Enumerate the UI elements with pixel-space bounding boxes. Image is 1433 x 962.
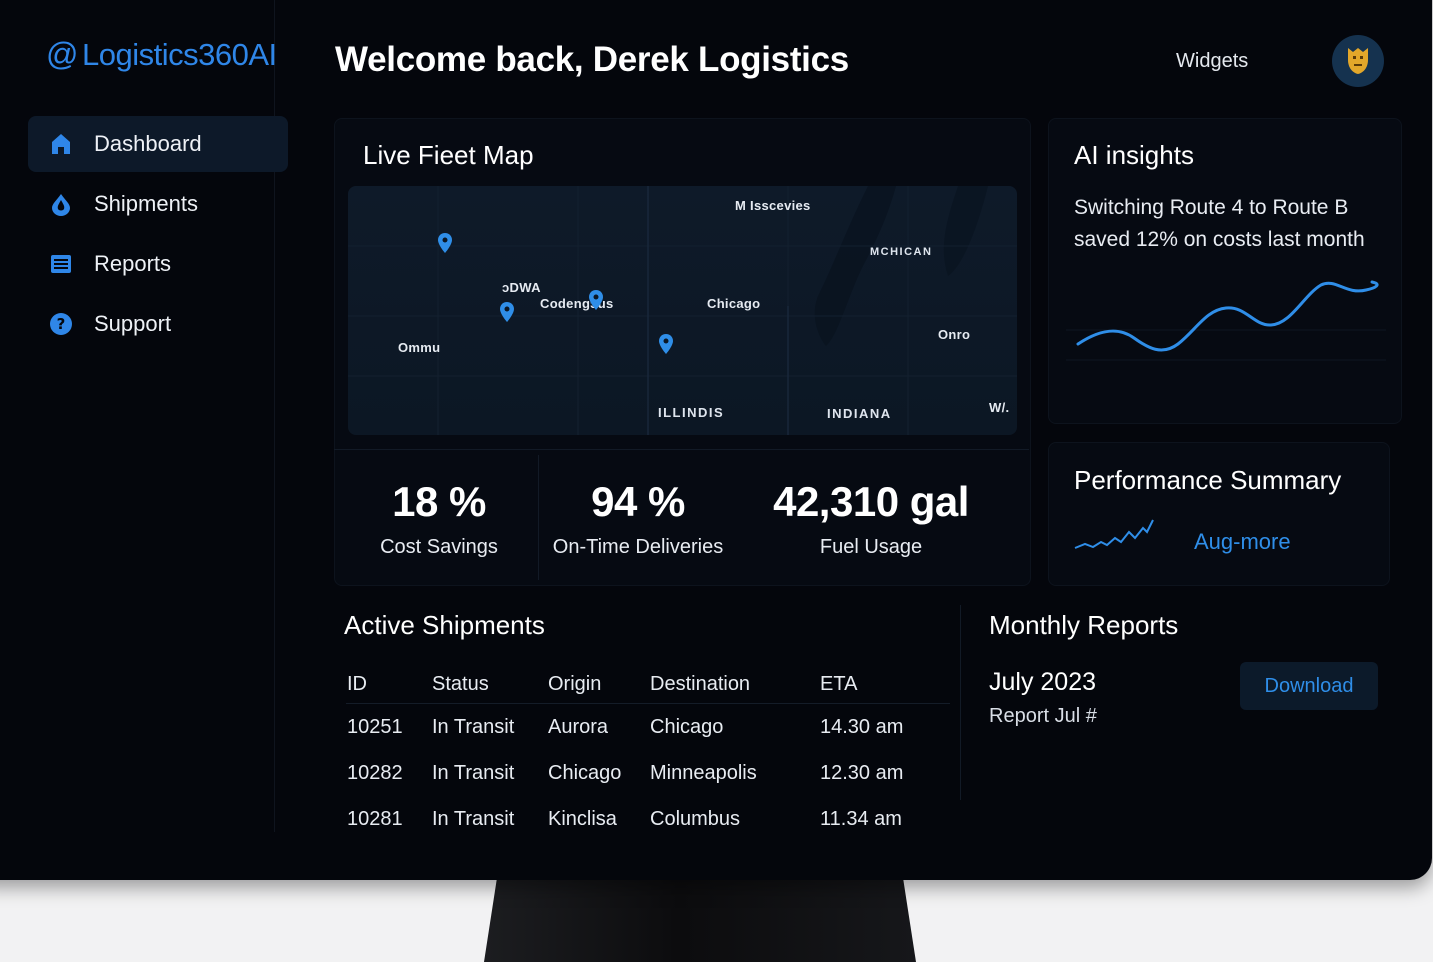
stats-divider [334,449,1029,450]
map-label-michigan: MCHICAN [870,246,933,258]
stat-label: Cost Savings [380,536,498,558]
map-label-iowa: ɔDWA [502,280,541,295]
performance-sparkline [1074,519,1154,549]
stat-cost-savings: 18 % Cost Savings [344,478,534,559]
stats-divider [538,455,539,580]
sidebar-item-dashboard[interactable]: Dashboard [28,116,288,172]
cell-eta: 14.30 am [820,715,904,738]
table-header-divider [346,703,950,704]
help-icon: ? [48,311,74,337]
sidebar-item-label: Dashboard [94,131,202,156]
at-logo-icon: @ [46,36,78,72]
map-label-indiana: INDIANA [827,406,892,421]
column-header-id[interactable]: ID [347,672,367,695]
cell-origin: Kinclisa [548,807,617,830]
map-pin-icon[interactable] [438,233,452,253]
column-header-origin[interactable]: Origin [548,672,602,695]
map-label-chicago: Chicago [707,296,761,311]
cell-destination: Chicago [650,715,724,738]
column-header-destination[interactable]: Destination [650,672,751,695]
stat-value: 18 % [392,478,486,525]
column-header-status[interactable]: Status [432,672,489,695]
section-divider [960,605,961,800]
insight-trend-line [1066,280,1386,361]
cell-id: 10251 [347,715,403,738]
cell-id: 10282 [347,761,403,784]
map-label-ohio: Onro [938,327,971,342]
map-label-milwaukee: M Isscevies [735,198,811,213]
cell-eta: 11.34 am [820,807,902,830]
map-pin-icon[interactable] [659,334,673,354]
cell-status: In Transit [432,761,515,784]
sidebar-item-reports[interactable]: Reports [28,236,288,292]
cell-destination: Minneapolis [650,761,757,784]
sidebar-item-support[interactable]: ? Support [28,296,288,352]
monthly-reports-title: Monthly Reports [989,610,1179,640]
stat-fuel: 42,310 gal Fuel Usage [756,478,986,559]
sidebar-item-shipments[interactable]: Shipments [28,176,288,232]
stat-label: Fuel Usage [819,536,923,558]
map-pin-icon[interactable] [589,290,603,310]
drop-icon [48,191,74,217]
stat-label: On-Time Deliveries [552,536,724,558]
ai-insights-title: AI insights [1074,140,1194,170]
report-month: July 2023 [989,668,1097,696]
cell-eta: 12.30 am [820,761,904,784]
table-row[interactable]: 10282 In Transit Chicago Minneapolis 12.… [346,750,941,796]
user-avatar-icon [1348,48,1368,74]
cell-origin: Chicago [548,761,622,784]
sidebar-item-label: Shipments [94,191,198,216]
report-subtitle: Report Jul # [989,705,1097,727]
list-icon [48,251,74,277]
svg-text:?: ? [57,315,66,333]
active-shipments-title: Active Shipments [344,610,545,640]
shipments-table: ID Status Origin Destination ETA 10251 I… [346,664,941,842]
logo-text: Logistics360AI [81,36,277,72]
map-label-wv: W/. [989,400,1010,415]
stat-value: 94 % [591,478,685,525]
fleet-map[interactable]: M Isscevies MCHICAN ɔDWA Codengɔus Chica… [348,186,1017,435]
table-row[interactable]: 10281 In Transit Kinclisa Columbus 11.34… [346,796,941,842]
widgets-link[interactable]: Widgets [1176,50,1249,72]
ai-insight-text: Switching Route 4 to Route B saved 12% o… [1074,196,1365,251]
avatar[interactable] [1332,35,1384,87]
table-header-row: ID Status Origin Destination ETA [346,664,941,704]
performance-title: Performance Summary [1074,465,1342,495]
map-label-illinois: ILLINDIS [658,405,725,420]
column-header-eta[interactable]: ETA [820,672,858,695]
cell-destination: Columbus [650,807,741,830]
performance-card [1048,442,1390,586]
download-button[interactable]: Download [1240,662,1378,710]
cell-status: In Transit [432,807,515,830]
cell-status: In Transit [432,715,515,738]
app-logo[interactable]: @ Logistics360AI [46,36,277,73]
monitor-stand [484,878,916,962]
cell-origin: Aurora [548,715,609,738]
map-background [348,186,1017,435]
ai-insights-card [1048,118,1402,424]
sidebar-item-label: Reports [94,251,172,276]
performance-more-link[interactable]: Aug-more [1194,529,1291,554]
table-row[interactable]: 10251 In Transit Aurora Chicago 14.30 am [346,704,941,750]
map-pin-icon[interactable] [500,302,514,322]
page-title: Welcome back, Derek Logistics [335,40,849,79]
stat-value: 42,310 gal [773,478,969,525]
home-icon [48,131,74,157]
sidebar-item-label: Support [94,311,172,336]
stat-on-time: 94 % On-Time Deliveries [543,478,733,559]
fleet-map-title: Live Fieet Map [363,140,534,170]
map-label-omaha: Ommu [398,340,441,355]
sidebar [0,0,275,832]
cell-id: 10281 [347,807,403,830]
sidebar-nav: Dashboard Shipments Reports ? Support [28,116,288,356]
